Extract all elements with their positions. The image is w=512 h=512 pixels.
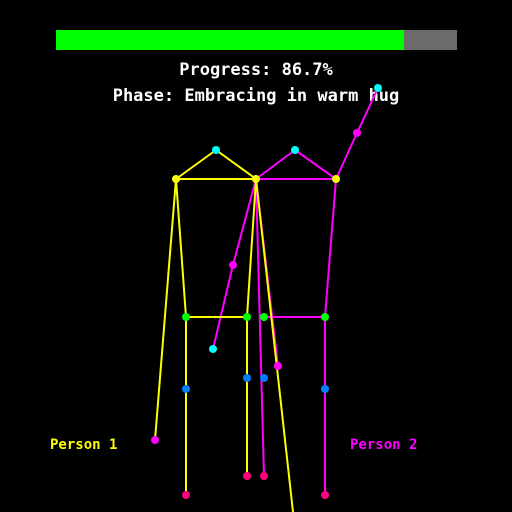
person-1-arm-left — [154, 178, 177, 441]
person-2-leg-left — [255, 178, 265, 477]
person-1-torso-left — [175, 178, 187, 318]
person-2-upper-arm-right — [335, 132, 358, 180]
person-2-arm-end-joint — [274, 362, 282, 370]
person-1-foot-right-joint — [243, 472, 251, 480]
person-1-torso-right — [246, 178, 257, 318]
person-2-neck-right — [294, 149, 337, 180]
person-1-knee-left-joint — [182, 385, 190, 393]
person-1-foot-left-joint — [182, 491, 190, 499]
person-2-forearm-left — [212, 264, 234, 350]
person-2-shoulder-right-joint — [332, 175, 340, 183]
person-2-elbow-left-joint — [229, 261, 237, 269]
person-2-head-joint — [291, 146, 299, 154]
person-1-limbs — [154, 149, 294, 512]
person-1-label: Person 1 — [50, 437, 118, 453]
person-2-elbow-right-joint — [353, 129, 361, 137]
person-1-hand-left-joint — [151, 436, 159, 444]
person-2-knee-left-joint — [260, 374, 268, 382]
person-2-hand-left-joint — [209, 345, 217, 353]
person-2-neck-left — [255, 149, 296, 180]
person-2-label: Person 2 — [350, 437, 418, 453]
person-2-foot-left-joint — [260, 472, 268, 480]
person-1-head-joint — [212, 146, 220, 154]
skeleton-joints — [151, 84, 382, 499]
person-2-torso-right — [324, 178, 337, 318]
person-1-shoulder-right-joint — [252, 175, 260, 183]
person-1-knee-right-joint — [243, 374, 251, 382]
person-1-neck-left — [175, 149, 217, 180]
person-1-shoulder-left-joint — [172, 175, 180, 183]
person-1-neck-right — [215, 149, 257, 180]
person-2-upper-arm-left — [232, 178, 257, 266]
person-1-hip-right-joint — [243, 313, 251, 321]
person-1-hip-left-joint — [182, 313, 190, 321]
person-1-arm-right — [255, 178, 294, 512]
person-2-foot-right-joint — [321, 491, 329, 499]
person-1-skeleton — [154, 149, 294, 512]
progress-bar — [56, 30, 457, 50]
progress-bar-fill — [56, 30, 404, 50]
person-2-forearm-right — [356, 87, 379, 134]
person-2-hand-right-joint — [374, 84, 382, 92]
progress-text: Progress: 86.7% — [179, 60, 333, 80]
person-2-knee-right-joint — [321, 385, 329, 393]
phase-text: Phase: Embracing in warm hug — [112, 86, 400, 106]
person-2-hip-right-joint — [321, 313, 329, 321]
person-2-hip-left-joint — [260, 313, 268, 321]
